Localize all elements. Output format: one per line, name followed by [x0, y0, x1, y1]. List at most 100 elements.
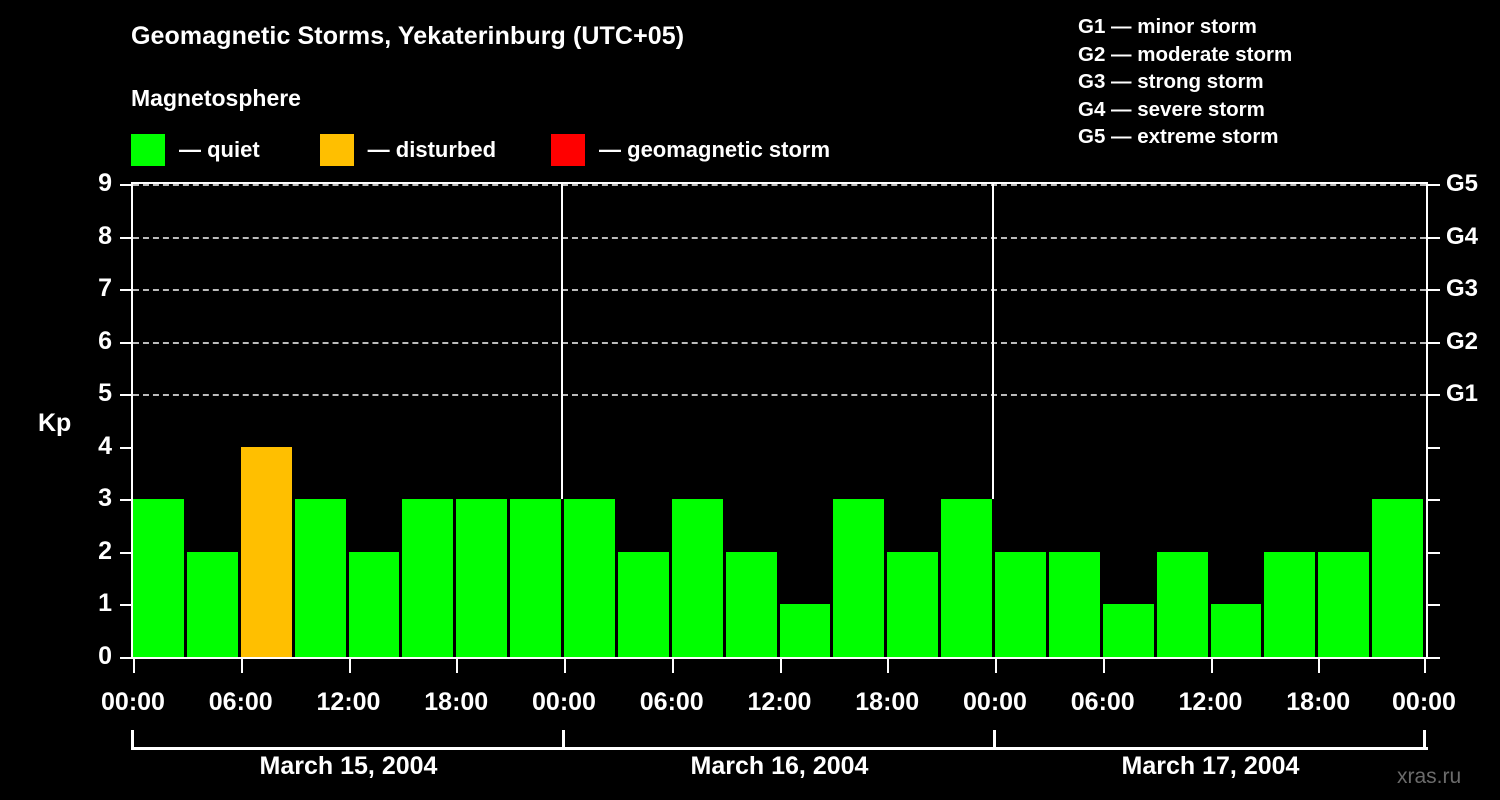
- gridline-kp-6: [133, 341, 1426, 344]
- gridline-kp-8: [133, 236, 1426, 239]
- y-axis-title: Kp: [38, 409, 72, 437]
- date-bracket-tick-2: [993, 730, 996, 750]
- bar-18: [1102, 604, 1154, 657]
- x-tick-label-3: 18:00: [424, 688, 489, 716]
- date-label-day-3: March 17, 2004: [1121, 752, 1300, 780]
- magnetosphere-heading: Magnetosphere: [131, 85, 301, 111]
- gridline-kp-7: [133, 289, 1426, 292]
- x-tick-label-11: 18:00: [1286, 688, 1351, 716]
- bar-23: [1372, 499, 1423, 657]
- g-scale-row-g5: G5 — extreme storm: [1078, 125, 1279, 148]
- g-scale-row-g4: G4 — severe storm: [1078, 97, 1265, 121]
- legend-entry-quiet: — quiet: [131, 133, 260, 167]
- y-tick-mark-4: [120, 446, 131, 449]
- x-tick-mark-12: [1424, 659, 1426, 673]
- date-bracket-tick-1: [562, 730, 565, 750]
- y-tick-label-4: 4: [98, 431, 112, 460]
- x-tick-label-5: 06:00: [639, 688, 704, 716]
- day-divider-1: [561, 184, 563, 500]
- bar-1: [186, 551, 238, 657]
- legend-swatch-storm-icon: [551, 134, 586, 166]
- y-tick-label-5: 5: [98, 379, 112, 408]
- bar-8: [564, 499, 615, 657]
- y-tick-label-2: 2: [98, 536, 112, 565]
- bar-14: [887, 551, 939, 657]
- right-minor-tick-4: [1428, 446, 1440, 449]
- bar-6: [456, 499, 508, 657]
- bar-19: [1156, 551, 1208, 657]
- chart-plot-surface: [133, 184, 1426, 657]
- x-tick-label-2: 12:00: [316, 688, 381, 716]
- day-divider-2: [992, 184, 994, 500]
- bar-12: [779, 604, 831, 657]
- right-minor-tick-0: [1428, 657, 1440, 659]
- g-scale-row-g2: G2 — moderate storm: [1078, 42, 1293, 66]
- legend-label-quiet: — quiet: [179, 137, 260, 162]
- x-tick-mark-1: [240, 659, 243, 673]
- page-title: Geomagnetic Storms, Yekaterinburg (UTC+0…: [131, 22, 685, 50]
- x-tick-label-12: 00:00: [1392, 688, 1456, 716]
- x-tick-mark-4: [564, 659, 566, 673]
- y-tick-mark-6: [120, 341, 131, 344]
- chart-plot-area: [131, 182, 1428, 659]
- y-tick-label-7: 7: [98, 274, 112, 303]
- x-tick-label-6: 12:00: [747, 688, 812, 716]
- x-tick-label-1: 06:00: [208, 688, 273, 716]
- date-label-day-1: March 15, 2004: [259, 752, 438, 780]
- gridline-kp-9: [133, 184, 1426, 186]
- g-tick-mark-g2: [1428, 341, 1440, 344]
- legend-label-geomagnetic-storm: — geomagnetic storm: [599, 137, 831, 162]
- right-minor-tick-2: [1428, 551, 1440, 554]
- x-tick-mark-7: [887, 659, 890, 673]
- legend-swatch-quiet-icon: [131, 134, 165, 166]
- right-minor-tick-3: [1428, 499, 1440, 502]
- bar-7: [510, 499, 561, 657]
- y-tick-mark-5: [120, 394, 131, 397]
- y-tick-label-3: 3: [98, 484, 112, 513]
- g-scale-row-g1: G1 — minor storm: [1078, 15, 1257, 38]
- g-tick-label-g1: G1: [1446, 380, 1479, 408]
- date-bracket-base: [131, 747, 1428, 750]
- g-tick-mark-g1: [1428, 394, 1440, 397]
- y-tick-label-0: 0: [98, 642, 112, 670]
- date-bracket-tick-0: [131, 730, 134, 750]
- bar-5: [402, 499, 454, 657]
- bar-0: [133, 499, 184, 657]
- bar-21: [1264, 551, 1316, 657]
- x-tick-label-8: 00:00: [963, 688, 1027, 716]
- x-tick-label-7: 18:00: [855, 688, 920, 716]
- legend-entry-disturbed: — disturbed: [319, 133, 496, 167]
- g-tick-mark-g3: [1428, 289, 1440, 292]
- g-tick-label-g2: G2: [1446, 327, 1479, 355]
- bar-17: [1048, 551, 1100, 657]
- g-tick-label-g3: G3: [1446, 275, 1479, 303]
- y-tick-mark-9: [120, 184, 131, 186]
- bar-2: [240, 446, 292, 657]
- x-tick-mark-10: [1210, 659, 1213, 673]
- y-tick-mark-7: [120, 289, 131, 292]
- g-tick-label-g5: G5: [1446, 170, 1479, 197]
- x-tick-label-9: 06:00: [1070, 688, 1135, 716]
- x-tick-mark-5: [671, 659, 674, 673]
- g-scale-legend: G1 — minor storm G2 — moderate storm G3 …: [1078, 13, 1292, 151]
- y-tick-label-6: 6: [98, 326, 112, 355]
- y-tick-mark-3: [120, 499, 131, 502]
- bar-10: [671, 499, 723, 657]
- date-bracket: [131, 730, 1428, 750]
- legend-swatch-disturbed-icon: [319, 134, 354, 166]
- x-tick-mark-3: [456, 659, 459, 673]
- y-tick-mark-2: [120, 551, 131, 554]
- bar-3: [294, 499, 346, 657]
- y-tick-mark-0: [120, 657, 131, 659]
- x-tick-label-0: 00:00: [101, 688, 165, 716]
- x-tick-mark-11: [1318, 659, 1321, 673]
- y-tick-label-9: 9: [98, 169, 112, 197]
- x-tick-mark-9: [1102, 659, 1105, 673]
- bar-22: [1318, 551, 1370, 657]
- x-tick-mark-2: [348, 659, 351, 673]
- bar-9: [617, 551, 669, 657]
- y-tick-mark-1: [120, 604, 131, 607]
- date-bracket-tick-3: [1423, 730, 1426, 750]
- y-tick-mark-8: [120, 236, 131, 239]
- x-tick-mark-0: [133, 659, 135, 673]
